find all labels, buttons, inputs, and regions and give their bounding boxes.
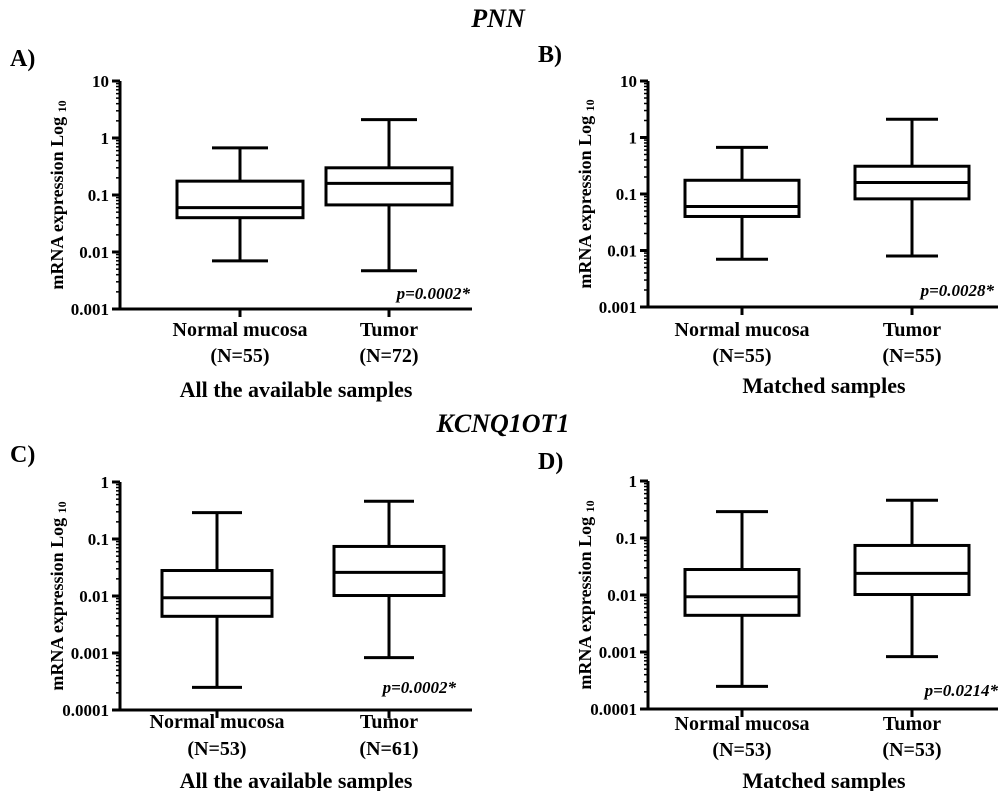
- panel-c: C) 0.0001 0.001 0.01 0.1 1 mRNA expression Log…: [10, 442, 472, 791]
- group-title-kcnq1ot1: KCNQ1OT1: [436, 409, 570, 438]
- y-tick-label: 1: [629, 129, 638, 148]
- category-label: Tumor: [883, 319, 941, 341]
- p-value: p=0.0028*: [919, 281, 995, 300]
- category-label: Normal mucosa: [173, 319, 308, 341]
- category-count: (N=55): [210, 345, 269, 367]
- box-tumor: [332, 499, 446, 660]
- y-tick-label: 0.1: [616, 529, 637, 548]
- panel-subtitle: Matched samples: [742, 768, 906, 791]
- category-count: (N=55): [712, 345, 771, 367]
- panel-d: D) 0.0001 0.001 0.01 0.1 1 mRNA expression Log…: [538, 449, 998, 791]
- y-axis-label: mRNA expression Log 10: [575, 99, 597, 288]
- y-tick-label: 0.001: [71, 300, 109, 319]
- box-normal-mucosa: [683, 510, 801, 688]
- y-tick-label: 0.01: [79, 587, 109, 606]
- y-tick-label: 0.001: [599, 298, 637, 317]
- category-label: Tumor: [883, 713, 941, 735]
- y-axis-label-subscript: 10: [583, 500, 597, 512]
- y-tick-label: 0.1: [88, 186, 109, 205]
- y-tick-label: 0.1: [88, 530, 109, 549]
- panel-letter: D): [538, 449, 563, 475]
- iqr-box: [683, 178, 801, 218]
- y-tick-label: 0.001: [599, 643, 637, 662]
- y-tick-label: 1: [629, 472, 638, 491]
- p-value: p=0.0002*: [381, 678, 457, 697]
- y-tick-label: 1: [101, 129, 110, 148]
- y-axis-label: mRNA expression Log 10: [47, 100, 69, 289]
- y-axis-label-subscript: 10: [55, 100, 69, 112]
- category-count: (N=61): [359, 738, 418, 760]
- iqr-box: [683, 568, 801, 617]
- y-tick-label: 0.1: [616, 185, 637, 204]
- iqr-box: [324, 166, 454, 207]
- category-label: Normal mucosa: [675, 319, 810, 341]
- panel-letter: C): [10, 442, 35, 468]
- box-normal-mucosa: [683, 145, 801, 261]
- category-label: Tumor: [360, 319, 418, 341]
- y-tick-label: 10: [620, 72, 637, 91]
- y-tick-label: 0.0001: [62, 701, 109, 720]
- p-value: p=0.0214*: [923, 681, 999, 700]
- iqr-box: [160, 569, 274, 618]
- panel-subtitle: Matched samples: [742, 373, 906, 398]
- box-tumor: [324, 118, 454, 273]
- panel-letter: B): [538, 42, 562, 68]
- y-tick-label: 0.0001: [590, 700, 637, 719]
- y-tick-label: 10: [92, 72, 109, 91]
- group-title-pnn: PNN: [470, 4, 526, 33]
- panel-subtitle: All the available samples: [180, 768, 413, 791]
- y-tick-label: 0.001: [71, 644, 109, 663]
- box-normal-mucosa: [175, 146, 305, 263]
- category-label: Tumor: [360, 711, 418, 733]
- iqr-box: [853, 543, 971, 597]
- iqr-box: [175, 179, 305, 220]
- category-count: (N=55): [882, 345, 941, 367]
- category-count: (N=53): [712, 739, 771, 761]
- y-tick-label: 0.01: [607, 242, 637, 261]
- category-label: Normal mucosa: [150, 711, 285, 733]
- box-tumor: [853, 498, 971, 659]
- panel-letter: A): [10, 46, 35, 72]
- category-count: (N=53): [187, 738, 246, 760]
- y-tick-label: 1: [101, 473, 110, 492]
- y-axis-label-subscript: 10: [55, 501, 69, 513]
- category-label: Normal mucosa: [675, 713, 810, 735]
- y-tick-label: 0.01: [607, 586, 637, 605]
- category-count: (N=72): [359, 345, 418, 367]
- y-axis-label: mRNA expression Log 10: [575, 500, 597, 689]
- category-count: (N=53): [882, 739, 941, 761]
- p-value: p=0.0002*: [395, 284, 471, 303]
- y-tick-label: 0.01: [79, 243, 109, 262]
- box-normal-mucosa: [160, 511, 274, 689]
- panel-subtitle: All the available samples: [180, 377, 413, 402]
- y-axis-label-subscript: 10: [583, 99, 597, 111]
- y-axis-label: mRNA expression Log 10: [47, 501, 69, 690]
- box-tumor: [853, 117, 971, 258]
